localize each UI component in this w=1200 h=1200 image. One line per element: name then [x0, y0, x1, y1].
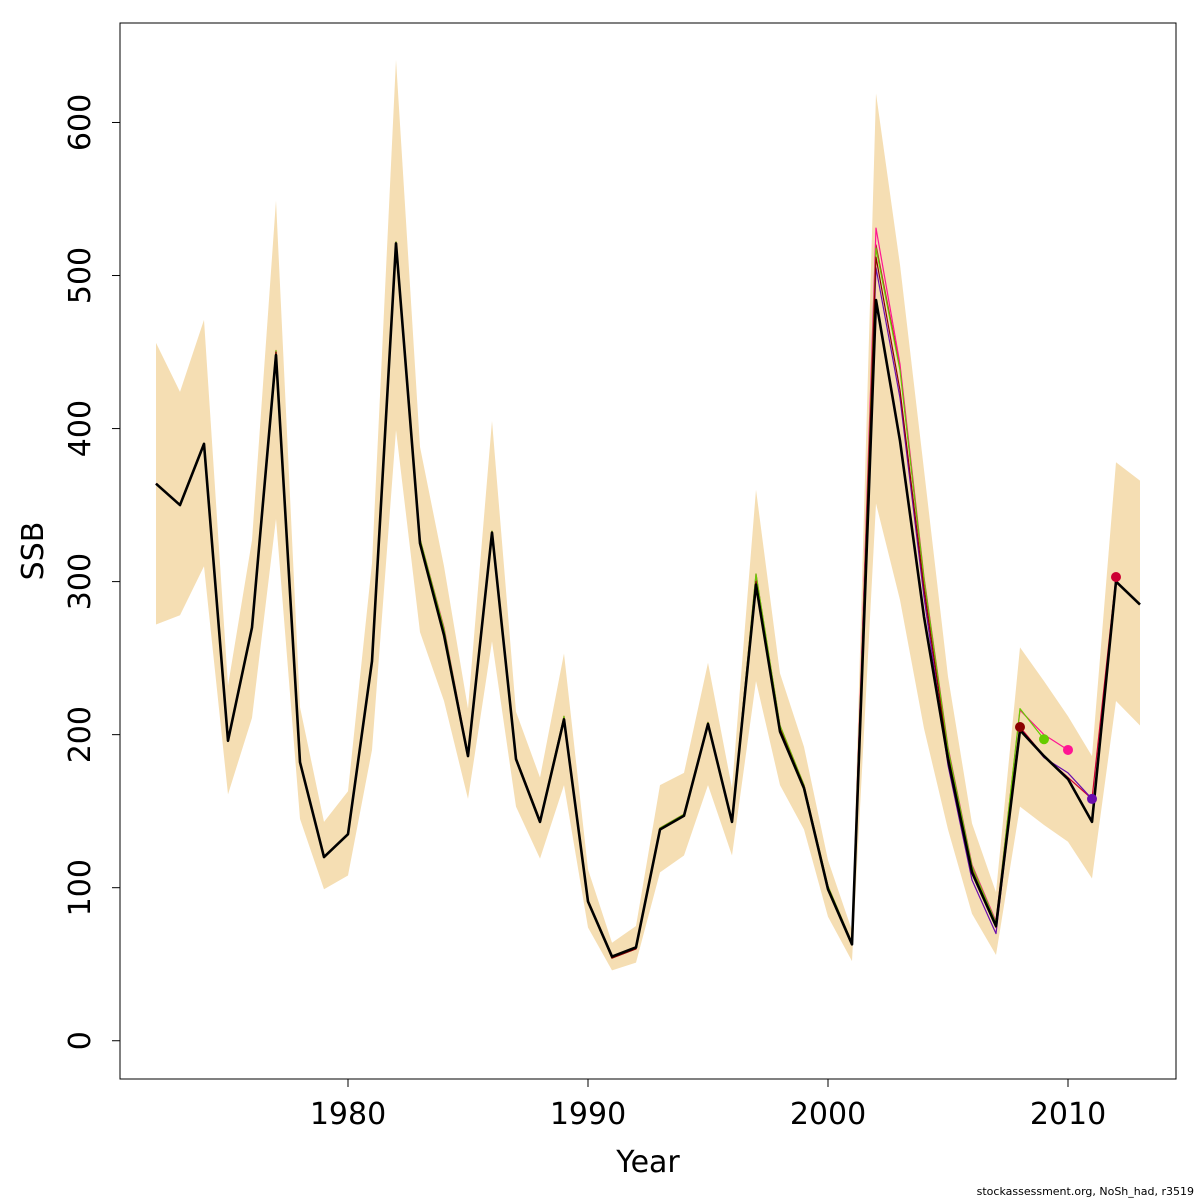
y-tick-label: 400: [63, 400, 98, 457]
y-axis-title: SSB: [16, 522, 51, 581]
credit-text: stockassessment.org, NoSh_had, r3519: [976, 1185, 1194, 1198]
plot-frame: [119, 22, 1177, 1080]
x-tick-label: 2010: [1030, 1097, 1106, 1132]
y-tick-label: 600: [63, 94, 98, 151]
retro-end-point-3: [1039, 734, 1049, 745]
retro-end-point-2: [1063, 744, 1073, 755]
x-tick-label: 1990: [550, 1097, 626, 1132]
confidence-band: [156, 59, 1140, 971]
y-tick-label: 300: [63, 553, 98, 610]
retro-end-point-5: [1015, 722, 1025, 732]
confidence-band-layer: [156, 59, 1140, 971]
x-tick-label: 2000: [790, 1097, 866, 1132]
x-axis: 1980 1990 2000 2010: [310, 1079, 1106, 1132]
y-tick-label: 500: [63, 247, 98, 304]
y-axis: 0 100 200 300 400 500 600: [63, 94, 120, 1050]
end-marker-layer: [1015, 572, 1121, 804]
x-axis-title: Year: [615, 1145, 680, 1180]
retro-end-point-4: [1087, 793, 1097, 804]
y-tick-label: 100: [63, 859, 98, 916]
y-tick-label: 0: [63, 1031, 98, 1050]
retro-series-line-4: [155, 244, 1093, 958]
retro-end-point-1: [1111, 572, 1121, 583]
main-series-line: [155, 242, 1141, 958]
main-series-layer: [155, 242, 1141, 958]
y-tick-label: 200: [63, 706, 98, 763]
x-tick-label: 1980: [310, 1097, 386, 1132]
